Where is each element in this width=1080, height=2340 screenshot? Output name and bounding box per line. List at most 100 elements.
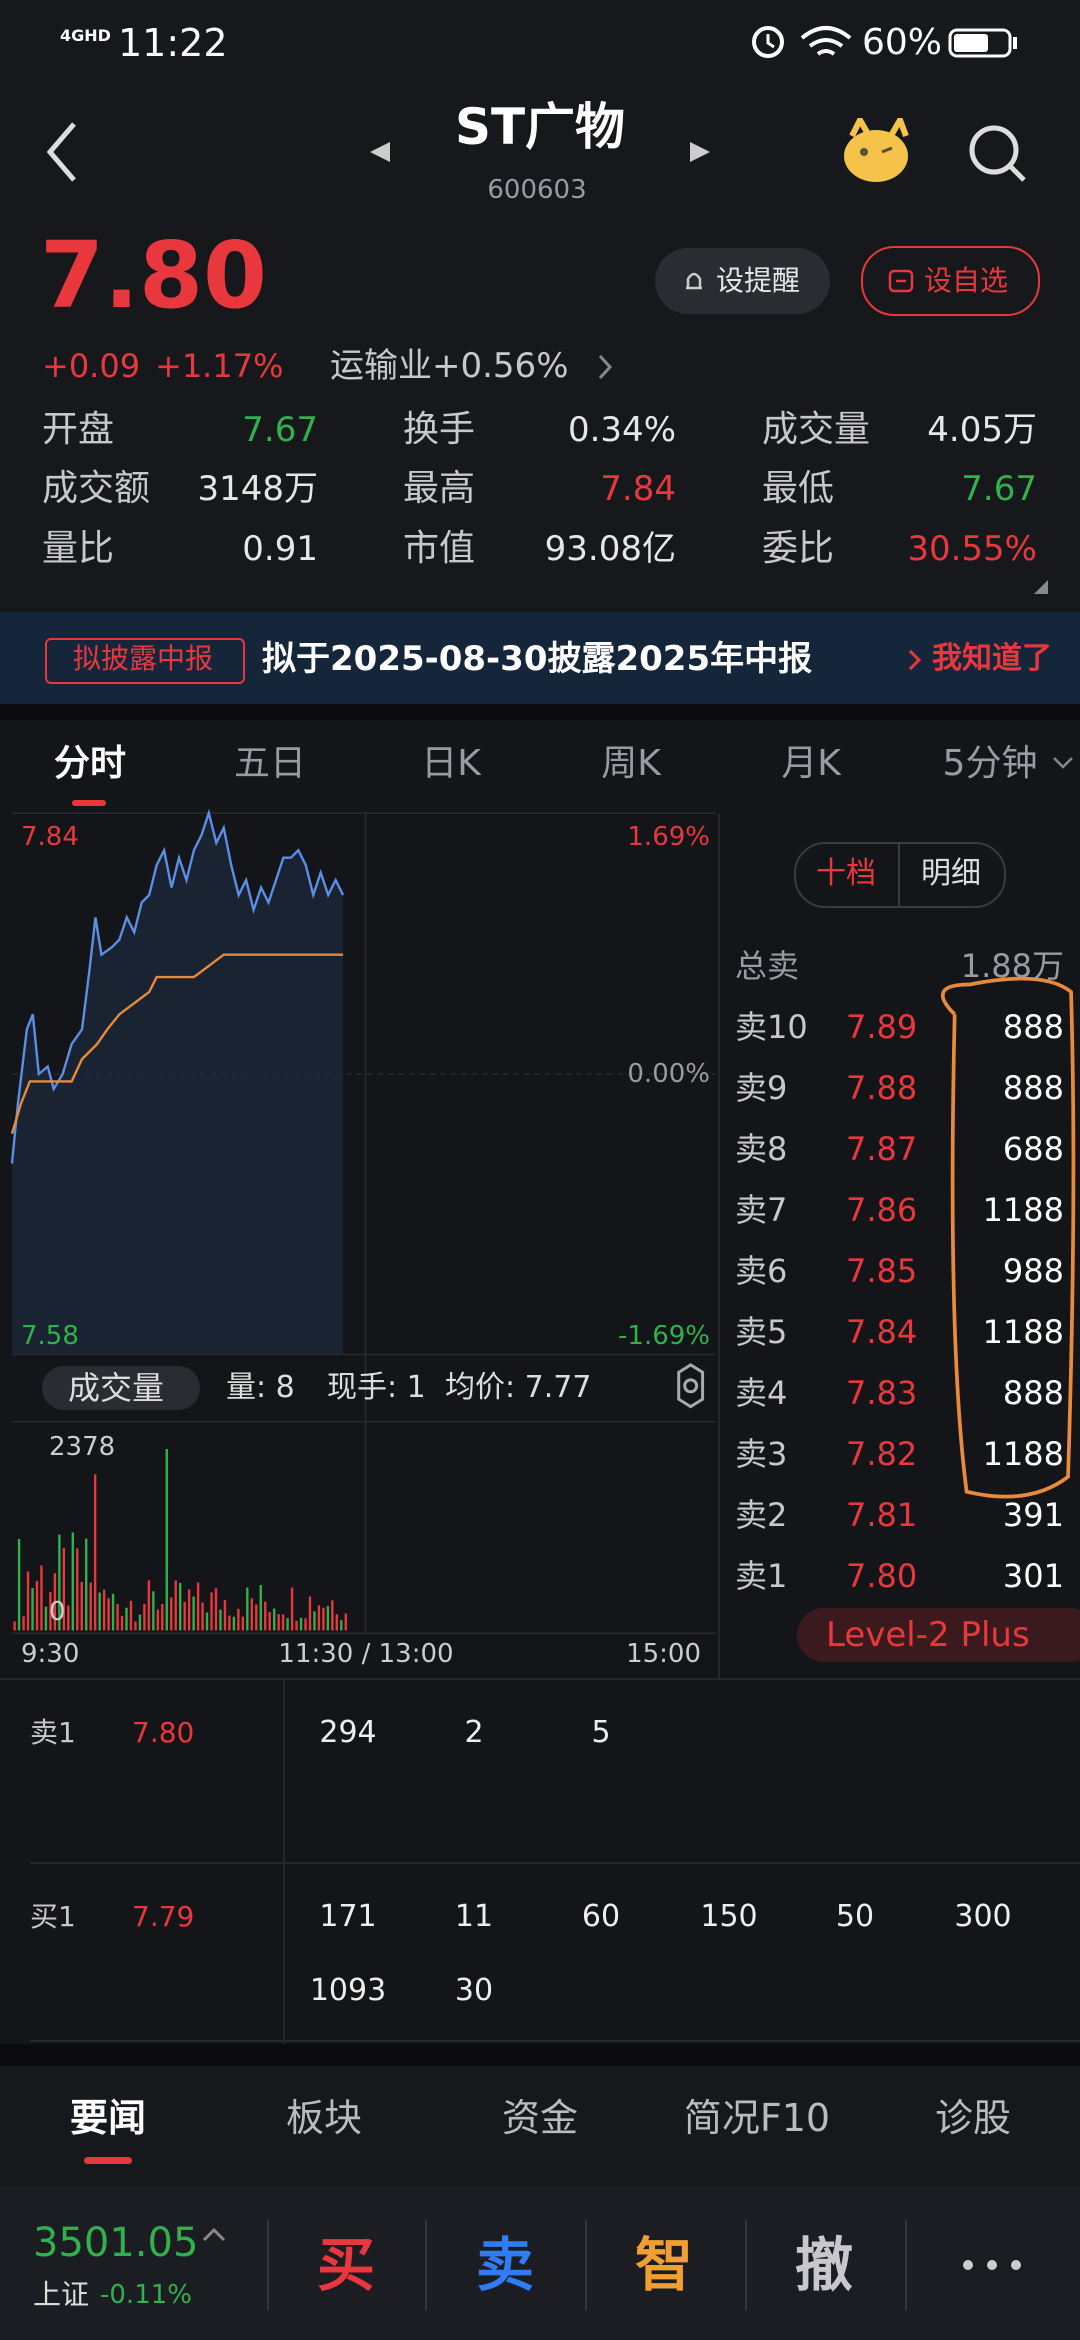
stat-label: 成交额	[42, 468, 151, 509]
volume-bar	[308, 1596, 312, 1631]
volume-bar	[313, 1611, 316, 1631]
volume-bar	[152, 1591, 155, 1631]
volume-bar	[156, 1609, 160, 1631]
tab-indicator	[72, 800, 106, 806]
volume-bar	[232, 1616, 236, 1631]
tab[interactable]: 日K	[421, 743, 481, 784]
time-label: 11:30 / 13:00	[278, 1639, 454, 1669]
stat-value: 0.91	[242, 529, 318, 569]
stat-label: 量比	[42, 528, 115, 569]
stat-value: 0.34%	[567, 410, 676, 450]
bottom-tab[interactable]: 板块	[285, 2096, 363, 2140]
index-change: -0.11%	[100, 2280, 192, 2310]
notice-action[interactable]: 我知道了	[932, 641, 1052, 676]
dropdown[interactable]	[1050, 752, 1076, 774]
level-price: 7.80	[846, 1557, 918, 1595]
volume-bar	[98, 1592, 101, 1631]
volume-bar	[219, 1609, 222, 1631]
level-volume: 688	[1002, 1130, 1064, 1168]
level-price: 7.88	[846, 1069, 918, 1107]
notice-bg	[0, 612, 1080, 704]
axis-label: 0	[49, 1597, 66, 1627]
time-label: 9:30	[21, 1639, 80, 1669]
level-name: 卖3	[735, 1435, 788, 1473]
bottom-tab[interactable]: 资金	[501, 2096, 579, 2140]
volume-bar	[210, 1592, 213, 1631]
volume-bar	[241, 1616, 245, 1631]
toggle[interactable]: 十档	[816, 856, 876, 891]
volume-bar	[299, 1617, 303, 1631]
volume-bar	[44, 1606, 48, 1631]
tab[interactable]: 分时	[53, 743, 127, 784]
volume-selector-bg[interactable]	[42, 1366, 200, 1410]
percent: +1.17%	[155, 347, 284, 385]
level-volume: 1188	[982, 1191, 1064, 1229]
level-price: 7.87	[846, 1130, 918, 1168]
volume-info: 均价: 7.77	[445, 1370, 592, 1405]
stat-value: 7.84	[600, 469, 676, 509]
queue-order: 150	[700, 1899, 758, 1934]
nav-icons[interactable]	[40, 118, 1060, 188]
trade-action[interactable]: 撤	[794, 2231, 854, 2299]
gap	[0, 2044, 1080, 2066]
level-name: 卖5	[735, 1313, 788, 1351]
toggle-box[interactable]	[794, 842, 1006, 908]
toggle[interactable]: 明细	[921, 856, 981, 891]
stat-label: 成交量	[762, 409, 871, 450]
alert-button[interactable]	[655, 248, 830, 314]
volume-bar	[62, 1547, 66, 1631]
volume-bar	[161, 1604, 164, 1631]
level-price: 7.81	[846, 1496, 918, 1534]
tab[interactable]: 周K	[601, 743, 661, 784]
bottom-tab[interactable]: 简况F10	[683, 2096, 831, 2140]
volume-bar	[40, 1565, 43, 1631]
volume-bar	[93, 1474, 97, 1631]
chevron	[598, 354, 613, 380]
queue-order: 5	[591, 1715, 611, 1750]
tab[interactable]: 五日	[233, 743, 307, 784]
level2-label[interactable]: Level-2 Plus	[826, 1615, 1030, 1655]
network: 4GHD	[60, 26, 111, 45]
tabbar-bg	[0, 2066, 1080, 2186]
queue-order: 1093	[309, 1973, 387, 2008]
level2-button[interactable]	[797, 1608, 1080, 1662]
level-name: 卖1	[735, 1557, 788, 1595]
volume-bar	[89, 1582, 92, 1631]
price: 7.80	[40, 222, 267, 329]
stat-label: 开盘	[42, 409, 115, 450]
volume-bar	[134, 1621, 137, 1631]
tab[interactable]: 5分钟	[942, 743, 1038, 784]
trade-action[interactable]: 买	[316, 2231, 376, 2299]
bottom-tab[interactable]: 诊股	[934, 2096, 1012, 2140]
divider	[30, 2040, 1080, 2042]
volume-bar	[138, 1614, 142, 1631]
tab[interactable]: 月K	[781, 743, 841, 784]
stock-code: 600603	[487, 175, 587, 205]
volume-bar	[340, 1620, 343, 1631]
volume-selector[interactable]: 成交量	[68, 1369, 165, 1407]
volume-bar	[290, 1587, 294, 1631]
volume-bar	[170, 1597, 173, 1631]
watch-label: 设自选	[924, 264, 1009, 297]
volume-bar	[264, 1601, 267, 1631]
clock: 11:22	[118, 21, 228, 65]
tab-indicator	[84, 2157, 132, 2164]
stat-value: 4.05万	[927, 410, 1037, 450]
volume-bar	[255, 1604, 258, 1631]
trade-action[interactable]: 智	[634, 2231, 694, 2299]
stat-value: 3148万	[197, 469, 318, 509]
level-volume: 301	[1002, 1557, 1064, 1595]
level-name: 卖4	[735, 1374, 788, 1412]
volume-bar	[183, 1601, 186, 1631]
level-name: 卖9	[735, 1069, 788, 1107]
trade-action[interactable]: 卖	[475, 2231, 535, 2299]
change: +0.09	[42, 347, 141, 385]
volume-bar	[259, 1585, 262, 1631]
time-label: 15:00	[626, 1639, 701, 1669]
watch-button[interactable]	[861, 246, 1040, 316]
button-icons	[686, 269, 914, 293]
chevron	[908, 649, 922, 671]
volume-bar	[80, 1581, 83, 1631]
bottom-tab[interactable]: 要闻	[69, 2096, 147, 2140]
axis-label: 0.00%	[627, 1059, 710, 1089]
